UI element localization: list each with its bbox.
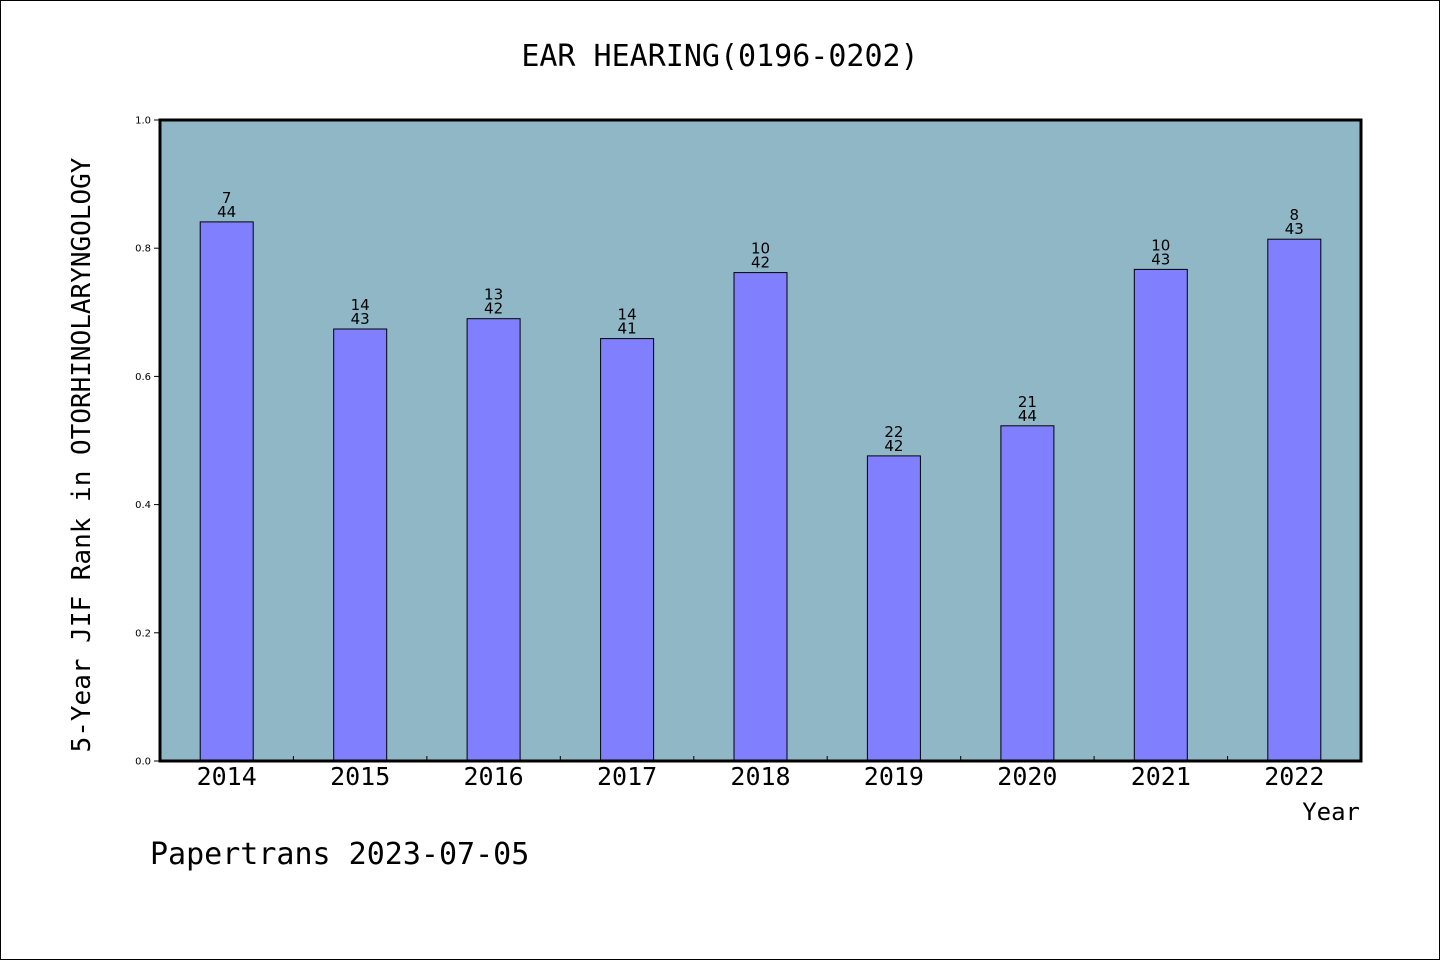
- bar-label-total: 41: [618, 320, 637, 338]
- x-tick-label: 2019: [864, 762, 924, 791]
- bar-2018: [733, 272, 788, 762]
- y-tick-label: 0.6: [135, 372, 151, 383]
- y-tick-label: 0.4: [135, 500, 151, 511]
- bar-label-total: 43: [1151, 250, 1170, 268]
- bar-2014: [199, 221, 254, 762]
- bar-2017: [600, 338, 655, 762]
- y-tick-label: 1.0: [135, 116, 151, 127]
- bar-label-rank: 22: [884, 423, 903, 441]
- bar-label-total: 44: [1018, 407, 1037, 425]
- bar-2021: [1133, 268, 1188, 762]
- bar-2016: [466, 318, 521, 762]
- bar-label-total: 42: [751, 254, 770, 272]
- bar-label-rank: 10: [1151, 236, 1170, 254]
- bar-label-rank: 13: [484, 286, 503, 304]
- x-tick-label: 2020: [997, 762, 1057, 791]
- chart-title: EAR HEARING(0196-0202): [521, 39, 918, 74]
- bar-label-rank: 14: [351, 296, 370, 314]
- bar-label-total: 42: [484, 300, 503, 318]
- bar-label-total: 43: [351, 310, 370, 328]
- bar-label-total: 42: [884, 437, 903, 455]
- bars-layer: [199, 221, 1322, 762]
- bar-label-rank: 14: [618, 306, 637, 324]
- x-tick-label: 2018: [730, 762, 790, 791]
- plot-border: [158, 118, 1363, 763]
- bar-label-rank: 7: [222, 189, 232, 207]
- bar-label-rank: 10: [751, 240, 770, 258]
- y-tick-label: 0.2: [135, 628, 151, 639]
- bar-label-total: 43: [1285, 220, 1304, 238]
- bar-2022: [1267, 238, 1322, 762]
- bar-2019: [866, 455, 921, 762]
- bar-2015: [333, 328, 388, 762]
- bar-label-total: 44: [217, 203, 236, 221]
- axes-layer: [154, 118, 1363, 763]
- footer-watermark: Papertrans 2023-07-05: [150, 837, 529, 872]
- x-tick-label: 2014: [197, 762, 257, 791]
- x-axis-label: Year: [1302, 798, 1360, 826]
- x-tick-label: 2022: [1264, 762, 1324, 791]
- x-tick-label: 2021: [1131, 762, 1191, 791]
- bar-label-rank: 8: [1290, 206, 1300, 224]
- bar-2020: [1000, 425, 1055, 762]
- x-tick-label: 2015: [330, 762, 390, 791]
- labels-layer: 7442014144320151342201614412017104220182…: [135, 116, 1324, 792]
- y-tick-label: 0.0: [135, 757, 151, 768]
- y-tick-label: 0.8: [135, 244, 151, 255]
- x-tick-label: 2016: [463, 762, 523, 791]
- bar-label-rank: 21: [1018, 393, 1037, 411]
- x-tick-label: 2017: [597, 762, 657, 791]
- y-axis-label: 5-Year JIF Rank in OTORHINOLARYNGOLOGY: [67, 157, 97, 752]
